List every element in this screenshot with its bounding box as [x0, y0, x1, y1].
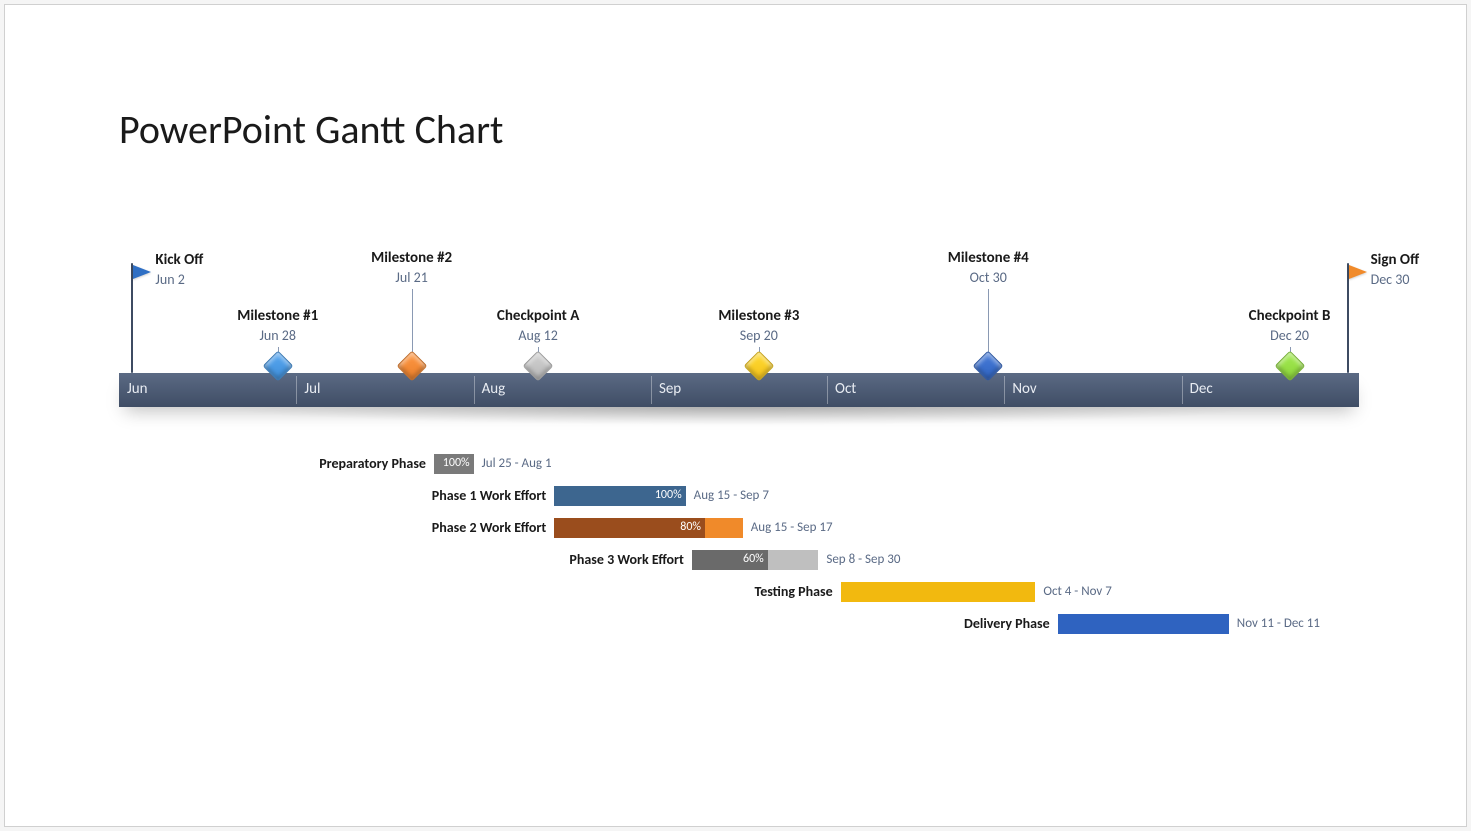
task-label: Phase 2 Work Effort: [432, 519, 546, 536]
flag-icon: [133, 265, 151, 279]
task-bar: [841, 582, 1036, 602]
milestone-date: Jul 21: [342, 269, 482, 286]
task-bar-bg: [1058, 614, 1229, 634]
month-label: Jul: [304, 380, 320, 398]
milestone-title: Sign Off: [1371, 251, 1419, 269]
month-label: Aug: [482, 380, 506, 398]
task-bar: [1058, 614, 1229, 634]
milestone-date: Jun 2: [155, 271, 203, 288]
gantt-chart: JunJulAugSepOctNovDecKick OffJun 2Sign O…: [119, 245, 1359, 625]
milestone-connector: [412, 289, 413, 355]
milestone: Checkpoint B Dec 20: [1220, 307, 1360, 344]
slide: PowerPoint Gantt Chart Jun Jul Aug Sep Oct No…: [4, 4, 1467, 827]
milestone-connector: [988, 289, 989, 355]
milestone-title: Milestone #4: [918, 249, 1058, 267]
task-label: Testing Phase: [754, 583, 832, 600]
task-dates: Oct 4 - Nov 7: [1043, 584, 1111, 599]
task-bar: 100%: [554, 486, 685, 506]
task-row: Testing Phase Oct 4 - Nov 7: [119, 581, 1359, 603]
flag-milestone: [131, 263, 132, 373]
task-row: Preparatory Phase 100% Jul 25 - Aug 1: [119, 453, 1359, 475]
flag-label: Sign Off Dec 30: [1371, 251, 1419, 288]
task-bar: 80%: [554, 518, 742, 538]
milestone-date: Aug 12: [468, 327, 608, 344]
task-bar: 100%: [434, 454, 474, 474]
task-percent: 80%: [680, 520, 705, 534]
flag-label: Kick Off Jun 2: [155, 251, 203, 288]
task-row: Phase 3 Work Effort 60% Sep 8 - Sep 30: [119, 549, 1359, 571]
milestone-title: Kick Off: [155, 251, 203, 269]
milestone-title: Checkpoint B: [1220, 307, 1360, 325]
task-bar: 60%: [692, 550, 818, 570]
milestone: Checkpoint A Aug 12: [468, 307, 608, 344]
timeline-band-shadow: [119, 407, 1359, 433]
task-dates: Aug 15 - Sep 7: [694, 488, 769, 503]
task-dates: Aug 15 - Sep 17: [751, 520, 833, 535]
flag-icon: [1349, 265, 1367, 279]
task-percent: 60%: [743, 552, 768, 566]
month-label: Dec: [1190, 380, 1213, 398]
task-dates: Sep 8 - Sep 30: [826, 552, 900, 567]
task-label: Phase 1 Work Effort: [432, 487, 546, 504]
task-row: Phase 1 Work Effort 100% Aug 15 - Sep 7: [119, 485, 1359, 507]
task-dates: Jul 25 - Aug 1: [482, 456, 552, 471]
task-label: Delivery Phase: [964, 615, 1050, 632]
task-percent: 100%: [443, 456, 474, 470]
milestone-date: Dec 30: [1371, 271, 1419, 288]
milestone-title: Milestone #1: [208, 307, 348, 325]
milestone-date: Jun 28: [208, 327, 348, 344]
milestone-title: Milestone #3: [689, 307, 829, 325]
milestone-date: Dec 20: [1220, 327, 1360, 344]
month-label: Jun: [127, 380, 148, 398]
task-row: Phase 2 Work Effort 80% Aug 15 - Sep 17: [119, 517, 1359, 539]
flag-pole: [131, 263, 133, 373]
milestone: Milestone #4 Oct 30: [918, 249, 1058, 286]
task-bar-bg: [841, 582, 1036, 602]
task-label: Phase 3 Work Effort: [569, 551, 683, 568]
milestone-title: Checkpoint A: [468, 307, 608, 325]
milestone: Milestone #3 Sep 20: [689, 307, 829, 344]
task-row: Delivery Phase Nov 11 - Dec 11: [119, 613, 1359, 635]
task-label: Preparatory Phase: [319, 455, 426, 472]
milestone: Milestone #1 Jun 28: [208, 307, 348, 344]
task-dates: Nov 11 - Dec 11: [1237, 616, 1320, 631]
month-label: Sep: [659, 380, 681, 398]
page-title: PowerPoint Gantt Chart: [119, 105, 503, 154]
task-percent: 100%: [655, 488, 686, 502]
month-label: Nov: [1012, 380, 1036, 398]
milestone: Milestone #2 Jul 21: [342, 249, 482, 286]
milestone-date: Sep 20: [689, 327, 829, 344]
month-label: Oct: [835, 380, 856, 398]
milestone-title: Milestone #2: [342, 249, 482, 267]
milestone-date: Oct 30: [918, 269, 1058, 286]
